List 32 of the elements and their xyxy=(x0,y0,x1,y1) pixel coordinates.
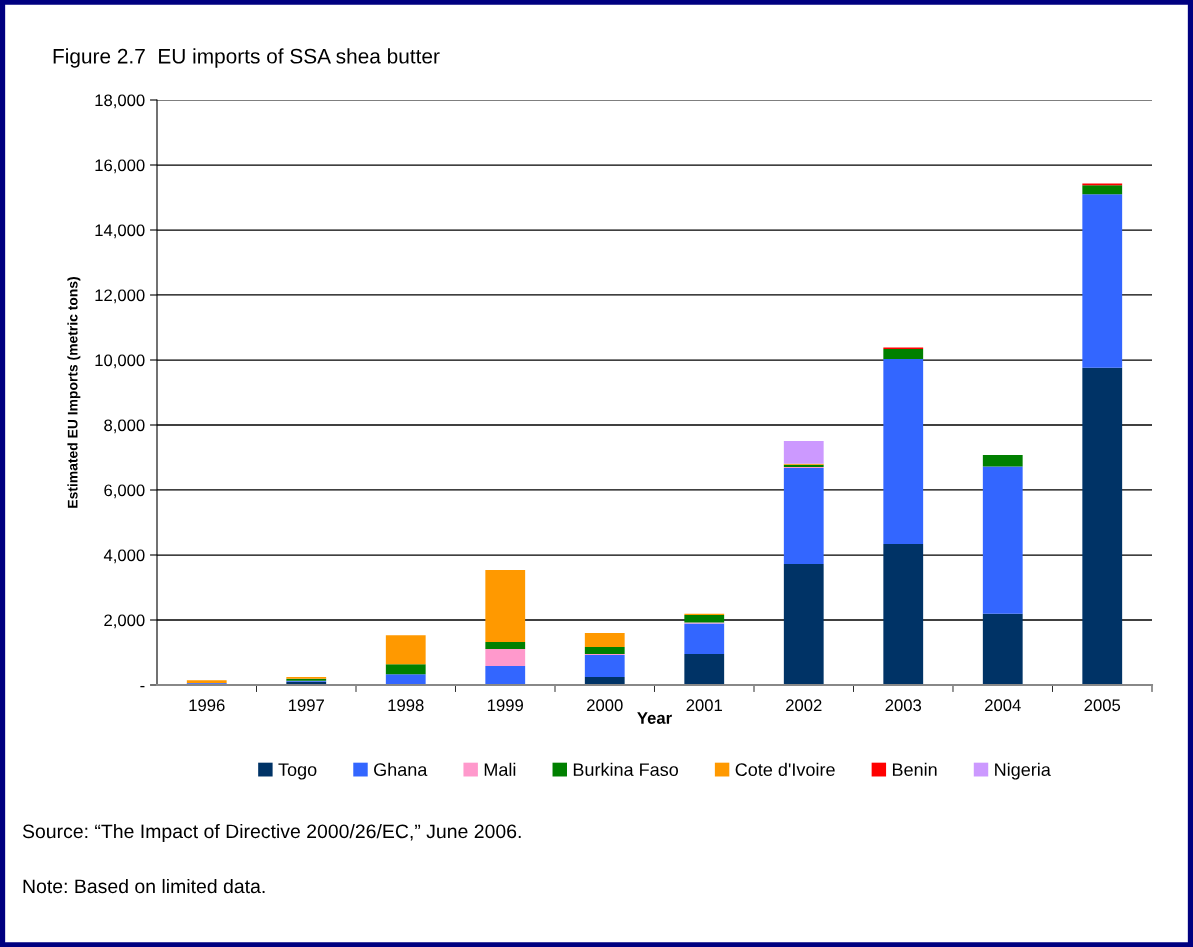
y-tick-label: 18,000 xyxy=(95,94,145,109)
y-tick-label: 16,000 xyxy=(95,159,145,174)
y-tick-label: - xyxy=(140,685,145,688)
y-axis-title: Estimated EU Imports (metric tons) xyxy=(67,277,81,508)
legend-label: Cote d'Ivoire xyxy=(735,762,835,777)
legend-label: Mali xyxy=(484,762,516,777)
x-tick-label: 1999 xyxy=(487,699,523,712)
y-tick-label: 6,000 xyxy=(104,484,145,499)
x-tick-label: 1997 xyxy=(288,699,324,712)
x-tick-label: 1996 xyxy=(189,699,225,712)
legend-label: Ghana xyxy=(374,762,428,777)
y-tick-label: 4,000 xyxy=(103,549,145,564)
x-tick-label: 2002 xyxy=(786,699,822,712)
legend-label: Togo xyxy=(278,763,317,780)
x-tick-label: 2004 xyxy=(985,699,1021,712)
y-tick-label: 2,000 xyxy=(104,614,145,629)
y-tick-label: 10,000 xyxy=(95,354,145,369)
text: Note: Based on limited data. xyxy=(23,878,265,894)
legend-label: Nigeria xyxy=(995,762,1051,780)
chart-title: Figure 2.7 EU imports of SSA shea butter xyxy=(53,48,440,68)
x-tick-label: 2001 xyxy=(686,699,722,712)
x-axis-title: Year xyxy=(637,712,672,724)
x-tick-label: 2000 xyxy=(587,699,623,712)
x-tick-label: 2005 xyxy=(1084,699,1121,712)
y-tick-label: 12,000 xyxy=(95,289,145,304)
y-tick-label: 14,000 xyxy=(95,224,145,239)
legend-label: Burkina Faso xyxy=(573,762,679,777)
x-tick-label: 2003 xyxy=(885,699,922,712)
source-note: Source: “The Impact of Directive 2000/26/EC,” June 2006. xyxy=(22,823,521,843)
x-tick-label: 1998 xyxy=(388,699,424,712)
legend-label: Benin xyxy=(892,762,937,777)
y-tick-label: 8,000 xyxy=(104,419,145,434)
